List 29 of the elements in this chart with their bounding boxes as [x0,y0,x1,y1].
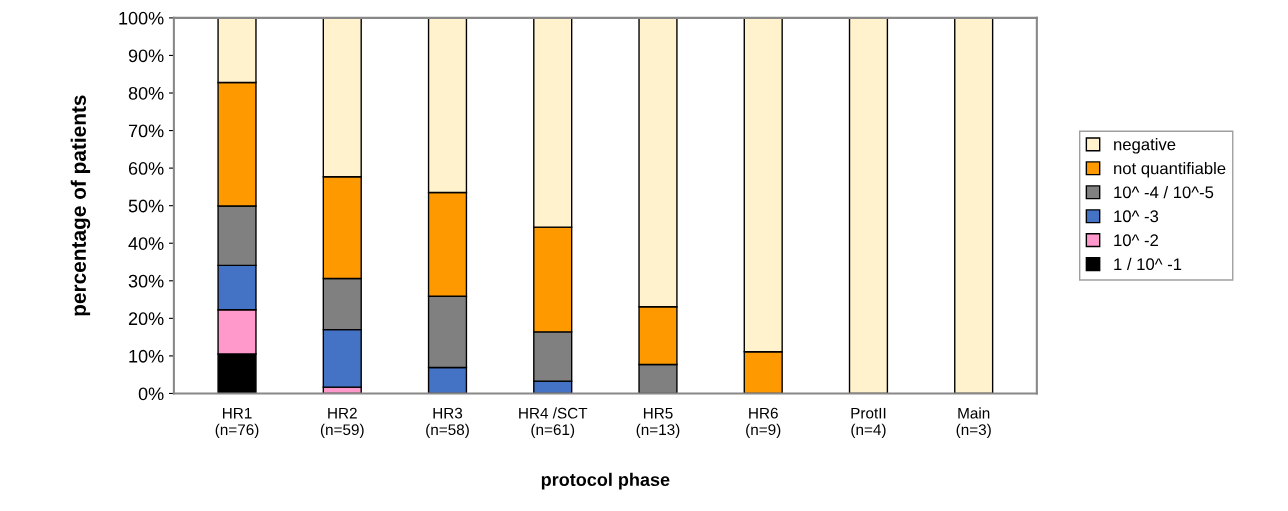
y-tick-label: 10% [129,349,164,363]
x-tick-label: HR2 (n=59) [320,407,364,439]
x-tick-label: ProtII (n=4) [851,407,886,439]
y-tick-label: 0% [138,387,164,401]
x-tick-label: HR6 (n=9) [746,407,781,439]
legend-label: 1 / 10^ -1 [1114,257,1182,271]
legend-label: not quantifiable [1114,162,1226,178]
legend-label: 10^ -3 [1114,210,1159,223]
bar [954,17,994,394]
legend-label: negative [1114,138,1176,154]
y-tick-label: 30% [128,274,164,288]
y-tick-label: 100% [119,11,164,25]
y-tick-label: 90% [128,49,164,63]
y-tick-label: 40% [128,237,164,250]
x-tick-label: Main (n=3) [956,407,991,439]
legend-label: 10^ -4 / 10^-5 [1114,185,1214,199]
x-tick-label: HR1 (n=76) [215,407,259,439]
y-tick-label: 70% [128,124,164,138]
bar [848,17,889,394]
y-axis-title: percentage of patients [70,95,91,316]
legend-label: 10^ -2 [1114,234,1158,247]
x-axis-title: protocol phase [541,472,670,490]
y-tick-label: 50% [128,199,164,213]
x-tick-label: HR3 (n=58) [426,407,469,439]
y-tick-label: 80% [128,86,164,100]
x-tick-label: HR5 (n=13) [636,407,680,439]
y-tick-label: 20% [128,312,164,326]
y-tick-label: 60% [128,162,164,175]
x-tick-label: HR4 /SCT (n=61) [519,407,588,439]
